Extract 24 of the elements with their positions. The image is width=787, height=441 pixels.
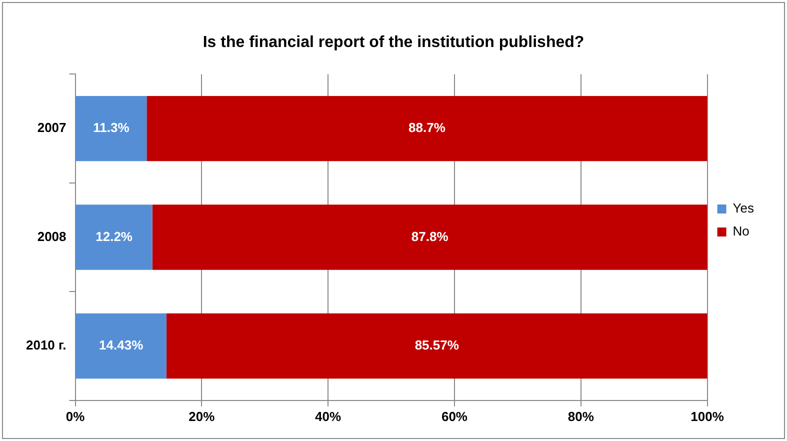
data-label: 88.7% [408, 120, 446, 136]
chart-title: Is the financial report of the institution published? [202, 34, 584, 52]
data-label: 85.57% [414, 338, 460, 353]
data-label: 12.2% [96, 228, 133, 244]
x-tick-label: 0% [66, 408, 86, 424]
x-tick-label: 60% [441, 408, 468, 424]
data-label: 14.43% [99, 338, 144, 353]
y-tick-label: 2007 [37, 120, 66, 136]
legend-label: Yes [732, 200, 754, 216]
x-tick-label: 40% [315, 408, 342, 424]
bar [166, 313, 708, 379]
y-tick-label: 2008 [37, 228, 66, 244]
bar [76, 96, 147, 162]
x-tick-label: 80% [568, 408, 594, 424]
data-label: 87.8% [411, 228, 449, 244]
bar [152, 204, 708, 270]
x-tick-label: 20% [188, 408, 216, 424]
x-tick-label: 100% [690, 408, 724, 424]
bar [146, 96, 708, 162]
y-tick-label: 2010 г. [26, 338, 66, 353]
bar [76, 204, 152, 270]
data-label: 11.3% [93, 120, 130, 136]
bar [76, 313, 166, 379]
legend-label: No [732, 224, 750, 239]
